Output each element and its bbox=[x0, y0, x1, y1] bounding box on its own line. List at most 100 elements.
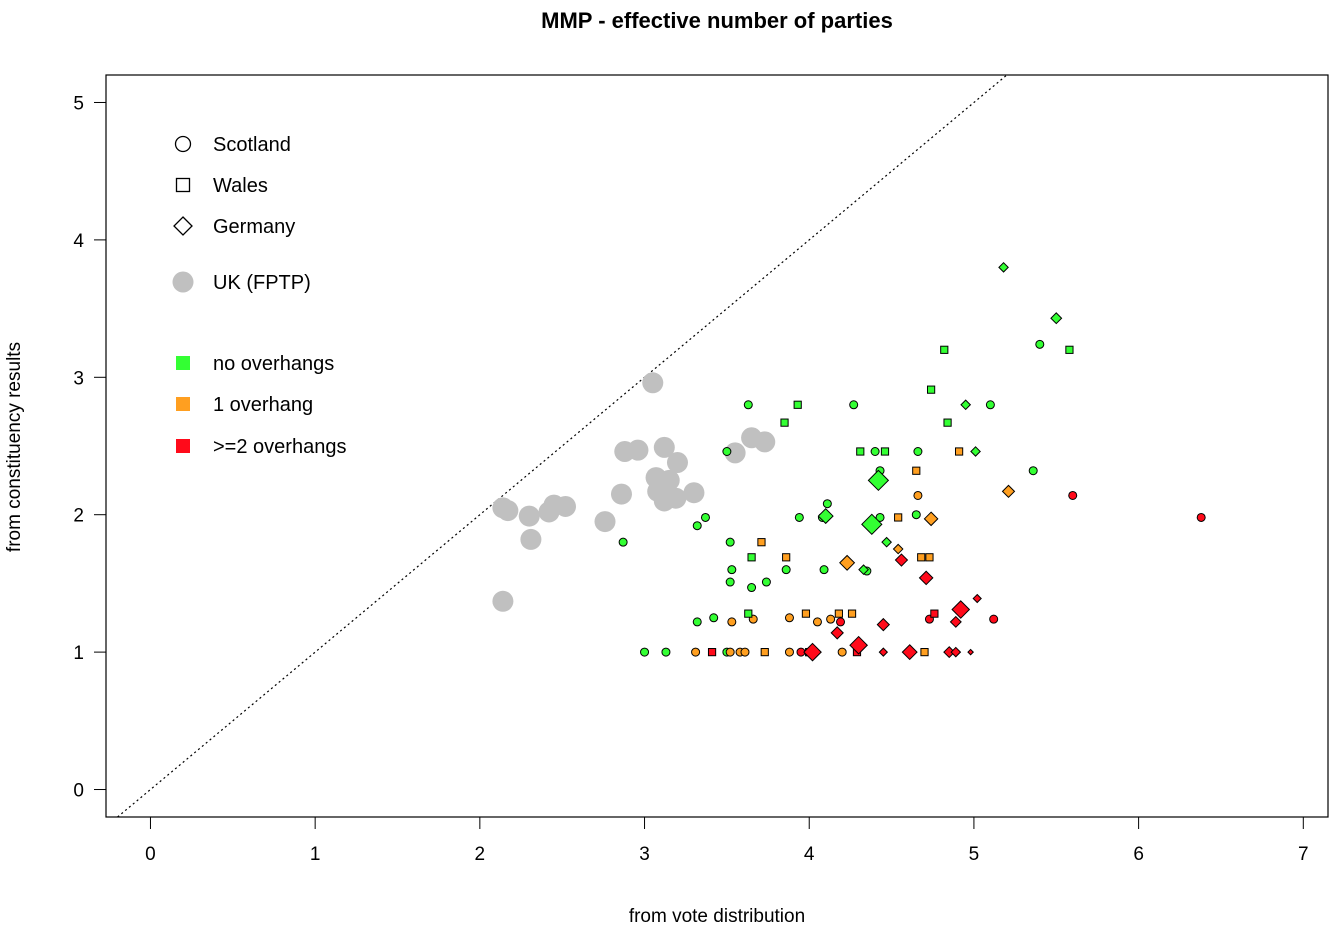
point-scotland bbox=[784, 613, 794, 623]
point-germany bbox=[830, 626, 844, 640]
point-wales bbox=[793, 400, 802, 409]
point-germany bbox=[970, 446, 981, 457]
x-tick-label: 4 bbox=[804, 844, 815, 865]
point-germany bbox=[918, 570, 934, 586]
point-scotland bbox=[784, 647, 794, 657]
point-scotland bbox=[875, 512, 885, 522]
point-scotland bbox=[836, 617, 846, 627]
point-scotland bbox=[661, 647, 671, 657]
x-tick-label: 3 bbox=[639, 844, 650, 865]
x-tick-label: 6 bbox=[1133, 844, 1144, 865]
point-scotland bbox=[1035, 339, 1045, 349]
point-uk-fptp bbox=[627, 439, 649, 461]
x-tick-label: 2 bbox=[475, 844, 486, 865]
point-germany bbox=[950, 646, 962, 658]
point-scotland bbox=[691, 647, 701, 657]
point-scotland bbox=[700, 512, 710, 522]
point-germany bbox=[1001, 484, 1016, 499]
reference-line-group bbox=[117, 74, 1008, 818]
point-scotland bbox=[709, 613, 719, 623]
chart-title: MMP - effective number of parties bbox=[541, 8, 893, 33]
point-uk-fptp bbox=[520, 528, 542, 550]
point-germany bbox=[839, 554, 856, 571]
point-wales bbox=[943, 418, 952, 427]
point-uk-fptp bbox=[492, 590, 514, 612]
point-germany bbox=[861, 513, 883, 536]
y-tick-label: 2 bbox=[73, 506, 84, 527]
legend-label: >=2 overhangs bbox=[213, 436, 346, 458]
point-uk-fptp bbox=[518, 505, 540, 527]
point-scotland bbox=[781, 565, 791, 575]
y-tick-label: 0 bbox=[73, 781, 84, 802]
point-scotland bbox=[725, 537, 735, 547]
point-germany bbox=[858, 564, 869, 576]
point-scotland bbox=[692, 521, 702, 531]
legend-label: Scotland bbox=[213, 134, 291, 156]
point-scotland bbox=[989, 614, 999, 624]
point-scotland bbox=[985, 400, 995, 410]
point-wales bbox=[782, 553, 791, 562]
no-overhangs-legend-swatch bbox=[176, 356, 190, 370]
point-germany bbox=[949, 615, 962, 628]
point-scotland bbox=[727, 565, 737, 575]
point-scotland bbox=[1068, 490, 1078, 500]
point-scotland bbox=[794, 512, 804, 522]
point-germany bbox=[878, 647, 889, 657]
scotland-legend-icon bbox=[174, 135, 192, 153]
point-scotland bbox=[822, 499, 832, 509]
point-scotland bbox=[870, 446, 880, 456]
legend-label: Wales bbox=[213, 175, 268, 197]
point-scotland bbox=[826, 614, 836, 624]
point-uk-fptp bbox=[665, 487, 687, 509]
legend-label: UK (FPTP) bbox=[213, 272, 311, 294]
point-uk-fptp bbox=[642, 372, 664, 394]
x-tick-label: 1 bbox=[310, 844, 321, 865]
point-wales bbox=[801, 609, 811, 618]
point-uk-fptp bbox=[554, 495, 576, 517]
point-germany bbox=[892, 543, 904, 555]
y-tick-label: 1 bbox=[73, 643, 84, 664]
uk-fptp-legend-icon bbox=[172, 271, 194, 293]
point-scotland bbox=[1028, 466, 1038, 476]
point-uk-fptp bbox=[683, 482, 705, 504]
reference-line-y-equals-x bbox=[117, 74, 1008, 818]
point-uk-fptp bbox=[754, 431, 776, 453]
point-scotland bbox=[911, 510, 921, 520]
point-scotland bbox=[722, 446, 732, 456]
point-wales bbox=[920, 648, 929, 657]
wales-legend-icon bbox=[175, 177, 191, 193]
point-wales bbox=[747, 553, 756, 562]
y-tick-label: 4 bbox=[73, 231, 84, 252]
legend-label: 1 overhang bbox=[213, 394, 313, 416]
point-uk-fptp bbox=[610, 483, 632, 505]
point-uk-fptp bbox=[724, 442, 746, 464]
point-wales bbox=[847, 609, 857, 618]
point-uk-fptp bbox=[648, 476, 670, 498]
y-tick-label: 5 bbox=[73, 93, 84, 114]
point-wales bbox=[917, 553, 926, 562]
point-germany bbox=[951, 600, 971, 619]
point-scotland bbox=[913, 490, 923, 500]
point-scotland bbox=[618, 537, 628, 547]
point-germany bbox=[894, 553, 909, 567]
y-axis-label: from constituency results bbox=[4, 342, 25, 552]
point-wales bbox=[930, 609, 939, 618]
point-wales bbox=[744, 609, 753, 618]
point-germany bbox=[867, 469, 890, 492]
legend-label: Germany bbox=[213, 216, 295, 238]
point-germany bbox=[817, 508, 834, 525]
point-scotland bbox=[761, 577, 771, 587]
legend-label: no overhangs bbox=[213, 353, 334, 375]
point-germany bbox=[960, 399, 972, 411]
point-wales bbox=[880, 447, 890, 456]
point-uk-fptp bbox=[497, 500, 519, 522]
point-wales bbox=[834, 609, 843, 618]
y-tick-label: 3 bbox=[73, 368, 84, 389]
point-wales bbox=[1065, 345, 1074, 354]
x-tick-label: 7 bbox=[1298, 844, 1309, 865]
point-scotland bbox=[725, 577, 735, 587]
point-scotland bbox=[1196, 512, 1206, 522]
point-scotland bbox=[727, 617, 737, 627]
point-wales bbox=[707, 648, 717, 657]
point-germany bbox=[876, 617, 891, 632]
